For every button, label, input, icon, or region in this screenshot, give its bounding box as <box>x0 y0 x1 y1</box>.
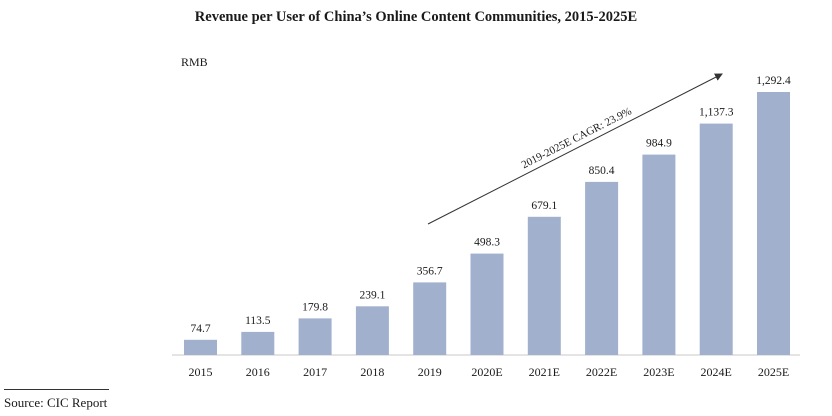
x-tick-label: 2017 <box>303 365 327 379</box>
source-divider <box>4 389 109 390</box>
value-label: 356.7 <box>417 265 443 277</box>
value-label: 984.9 <box>646 138 672 150</box>
bar-2015 <box>184 339 217 355</box>
x-tick-label: 2016 <box>246 365 270 379</box>
bar-2019 <box>413 282 447 355</box>
value-label: 679.1 <box>531 200 557 212</box>
value-label: 74.7 <box>190 323 210 335</box>
chart-title: Revenue per User of China’s Online Conte… <box>194 9 638 25</box>
bar-2018 <box>355 306 389 355</box>
x-tick-label: 2020E <box>471 365 502 379</box>
value-label: 1,137.3 <box>699 107 734 119</box>
bar-2017 <box>298 318 332 355</box>
value-label: 239.1 <box>359 289 385 301</box>
x-tick-label: 2025E <box>758 365 789 379</box>
bar-2023e <box>642 154 676 355</box>
bar-2020e <box>470 253 504 355</box>
value-label: 498.3 <box>474 237 500 249</box>
x-tick-labels-group: 2015 2016 2017 2018 2019 2020E 2021E 2022E 2023E… <box>189 365 790 379</box>
bar-2025e <box>757 92 790 355</box>
bars-group <box>184 92 790 355</box>
value-label: 850.4 <box>589 165 615 177</box>
bar-2021e <box>527 216 561 355</box>
unit-label: RMB <box>181 55 208 69</box>
x-tick-label: 2023E <box>643 365 674 379</box>
cagr-annotation: 2019-2025E CAGR: 23.9% <box>520 105 634 171</box>
x-tick-label: 2019 <box>418 365 442 379</box>
source-note: Source: CIC Report <box>4 395 108 410</box>
value-label: 1,292.4 <box>756 75 791 87</box>
bar-2022e <box>585 181 619 355</box>
cagr-arrow <box>427 73 723 225</box>
x-tick-label: 2018 <box>360 365 384 379</box>
bar-2024e <box>699 123 733 355</box>
bar-2016 <box>241 331 275 355</box>
x-tick-label: 2022E <box>586 365 617 379</box>
x-tick-label: 2021E <box>529 365 560 379</box>
x-tick-label: 2024E <box>701 365 732 379</box>
value-label: 179.8 <box>302 301 328 313</box>
value-label: 113.5 <box>245 315 271 327</box>
x-tick-label: 2015 <box>189 365 213 379</box>
value-labels-group: 74.7 113.5 179.8 239.1 356.7 498.3 679.1 850.4 9… <box>190 75 791 335</box>
